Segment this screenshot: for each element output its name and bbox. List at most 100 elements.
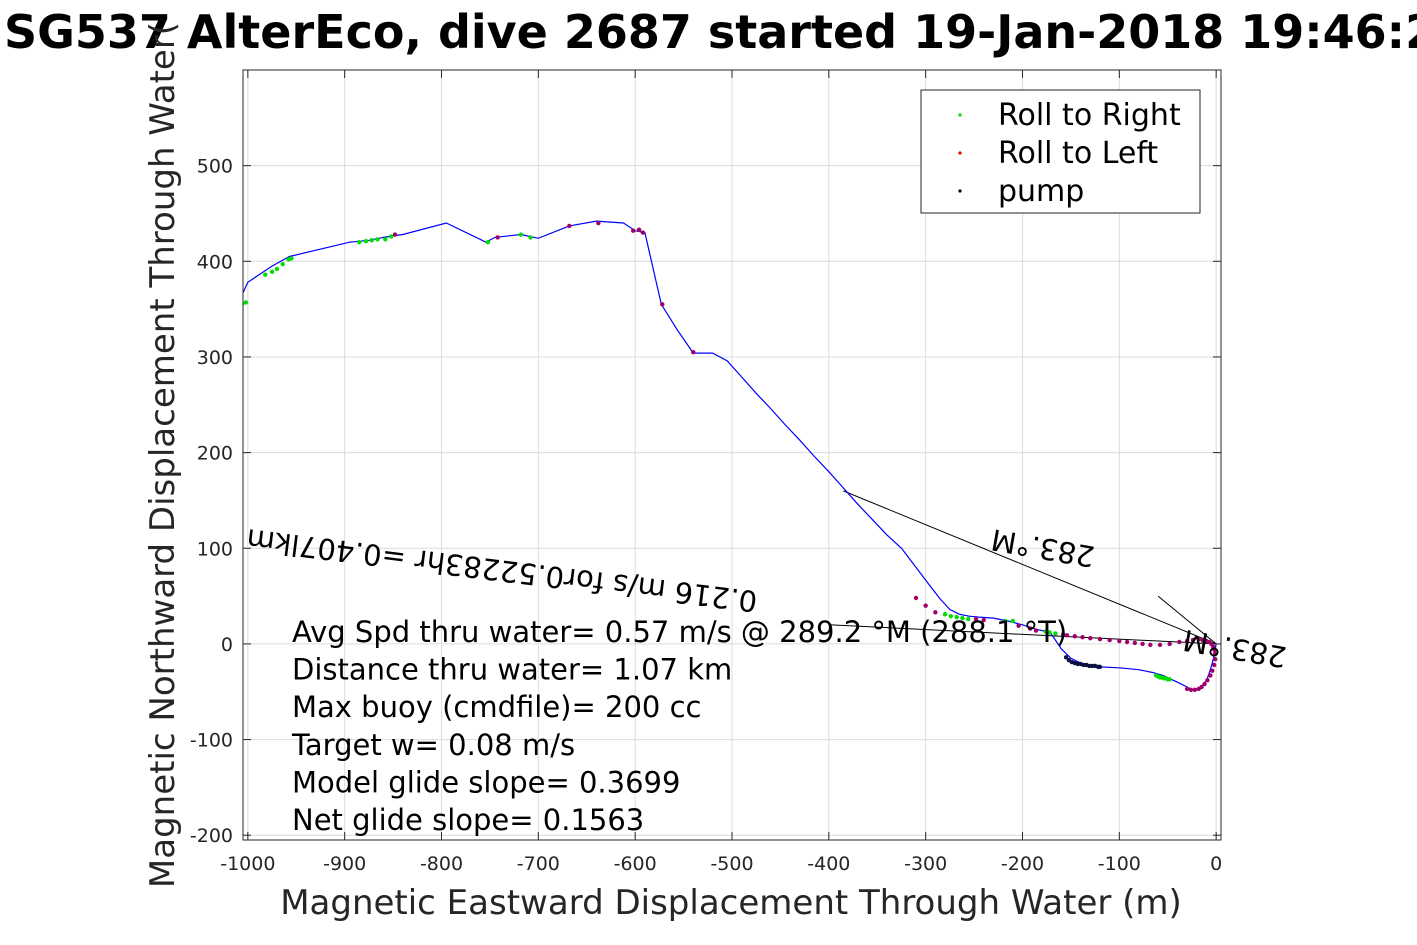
roll-left-point (1208, 673, 1213, 678)
roll-left-point (1080, 635, 1085, 640)
roll-left-point (631, 228, 636, 233)
y-tick-label: 0 (221, 634, 233, 656)
roll-left-point (660, 302, 665, 307)
annotation-line: Model glide slope= 0.3699 (292, 765, 680, 799)
roll-right-point (1043, 629, 1048, 634)
roll-left-point (1124, 639, 1130, 645)
roll-right-point (942, 612, 948, 617)
roll-right-points (236, 232, 1172, 682)
y-tick-label: 500 (197, 156, 233, 178)
y-tick-label: -200 (190, 825, 233, 847)
data-layer (236, 220, 1218, 693)
roll-left-point (1177, 639, 1182, 645)
roll-left-point (392, 232, 398, 237)
roll-left-points (392, 220, 1218, 693)
y-tick-label: 400 (197, 251, 233, 273)
roll-right-point (236, 303, 240, 307)
roll-right-point (356, 239, 362, 245)
x-tick-label: 0 (1210, 853, 1222, 875)
x-tick-label: -700 (517, 853, 560, 875)
stats-annotation: Avg Spd thru water= 0.57 m/s @ 289.2 °M … (291, 615, 1067, 837)
roll-left-point (1167, 641, 1172, 647)
x-tick-label: -600 (614, 853, 657, 875)
roll-right-point (280, 261, 285, 267)
pump-point (1097, 664, 1103, 670)
chart-title: SG537 AlterEco, dive 2687 started 19-Jan… (4, 5, 1417, 59)
y-axis-label: Magnetic Northward Displacement Through … (143, 22, 183, 888)
roll-left-point (923, 603, 928, 608)
legend-label-roll-left: Roll to Left (998, 136, 1158, 171)
roll-right-point (375, 237, 380, 242)
roll-left-point (596, 220, 601, 226)
roll-right-point (948, 613, 954, 619)
y-tick-label: -100 (190, 730, 233, 752)
roll-left-point (1132, 640, 1138, 646)
roll-left-point (691, 349, 696, 355)
roll-right-point (1047, 630, 1052, 635)
y-tick-label: 300 (197, 347, 233, 369)
pump-points (1063, 655, 1103, 670)
roll-right-point (528, 235, 533, 240)
x-tick-label: -1000 (220, 853, 275, 875)
roll-right-point (954, 614, 959, 620)
roll-right-point (518, 232, 524, 237)
axis-ticks (243, 70, 1221, 840)
roll-left-point (1212, 651, 1218, 656)
y-tick-label: 100 (197, 538, 233, 560)
roll-left-point (913, 595, 919, 601)
roll-left-point (933, 610, 938, 615)
roll-left-point (1200, 637, 1205, 643)
roll-left-point (640, 230, 646, 235)
roll-left-point (1060, 632, 1066, 637)
roll-right-point (263, 272, 268, 277)
roll-left-point (1028, 626, 1033, 631)
roll-left-point (495, 235, 500, 240)
roll-right-point (363, 239, 369, 244)
legend-marker-pump (958, 189, 962, 193)
roll-right-point (966, 616, 971, 622)
roll-right-point (369, 238, 374, 243)
roll-left-point (1148, 642, 1153, 648)
roll-left-point (1188, 687, 1194, 693)
vector-line (828, 624, 1217, 645)
vector-line (843, 490, 1217, 645)
roll-left-point (1033, 628, 1039, 633)
roll-right-point (269, 269, 275, 275)
x-tick-label: -800 (420, 853, 463, 875)
roll-left-point (1212, 647, 1217, 652)
roll-right-point (289, 256, 294, 261)
vector-lines (828, 490, 1217, 645)
x-tick-label: -500 (710, 853, 753, 875)
roll-right-point (1002, 618, 1008, 624)
roll-right-point (485, 239, 491, 245)
roll-right-point (383, 237, 388, 242)
roll-left-point (1212, 662, 1217, 668)
roll-right-point (243, 300, 249, 305)
roll-left-point (1205, 678, 1210, 683)
roll-right-point (388, 234, 394, 239)
roll-right-point (1167, 677, 1172, 682)
roll-left-point (1064, 633, 1070, 638)
x-tick-label: -300 (904, 853, 947, 875)
legend-label-pump: pump (998, 174, 1084, 209)
y-tick-labels: -200 -100 0 100 200 300 400 500 (190, 156, 233, 848)
roll-left-point (1192, 687, 1198, 693)
roll-left-point (1184, 686, 1190, 692)
annotation-line: Max buoy (cmdfile)= 200 cc (292, 690, 701, 724)
roll-left-point (1210, 668, 1215, 673)
roll-left-point (1157, 642, 1163, 648)
x-tick-label: -900 (323, 853, 366, 875)
roll-left-point (567, 223, 572, 229)
roll-left-point (1190, 637, 1196, 643)
legend-marker-roll-left (958, 151, 962, 155)
roll-left-point (1202, 681, 1207, 687)
legend-box (920, 89, 1201, 214)
roll-left-point (1107, 637, 1112, 643)
x-tick-label: -100 (1098, 853, 1141, 875)
x-axis-label: Magnetic Eastward Displacement Through W… (280, 883, 1182, 923)
x-tick-labels: -1000 -900 -800 -700 -600 -500 -400 -300 -200 -10… (220, 853, 1222, 875)
roll-left-point (1072, 634, 1077, 639)
roll-left-point (1184, 638, 1190, 644)
roll-right-point (1053, 631, 1058, 636)
